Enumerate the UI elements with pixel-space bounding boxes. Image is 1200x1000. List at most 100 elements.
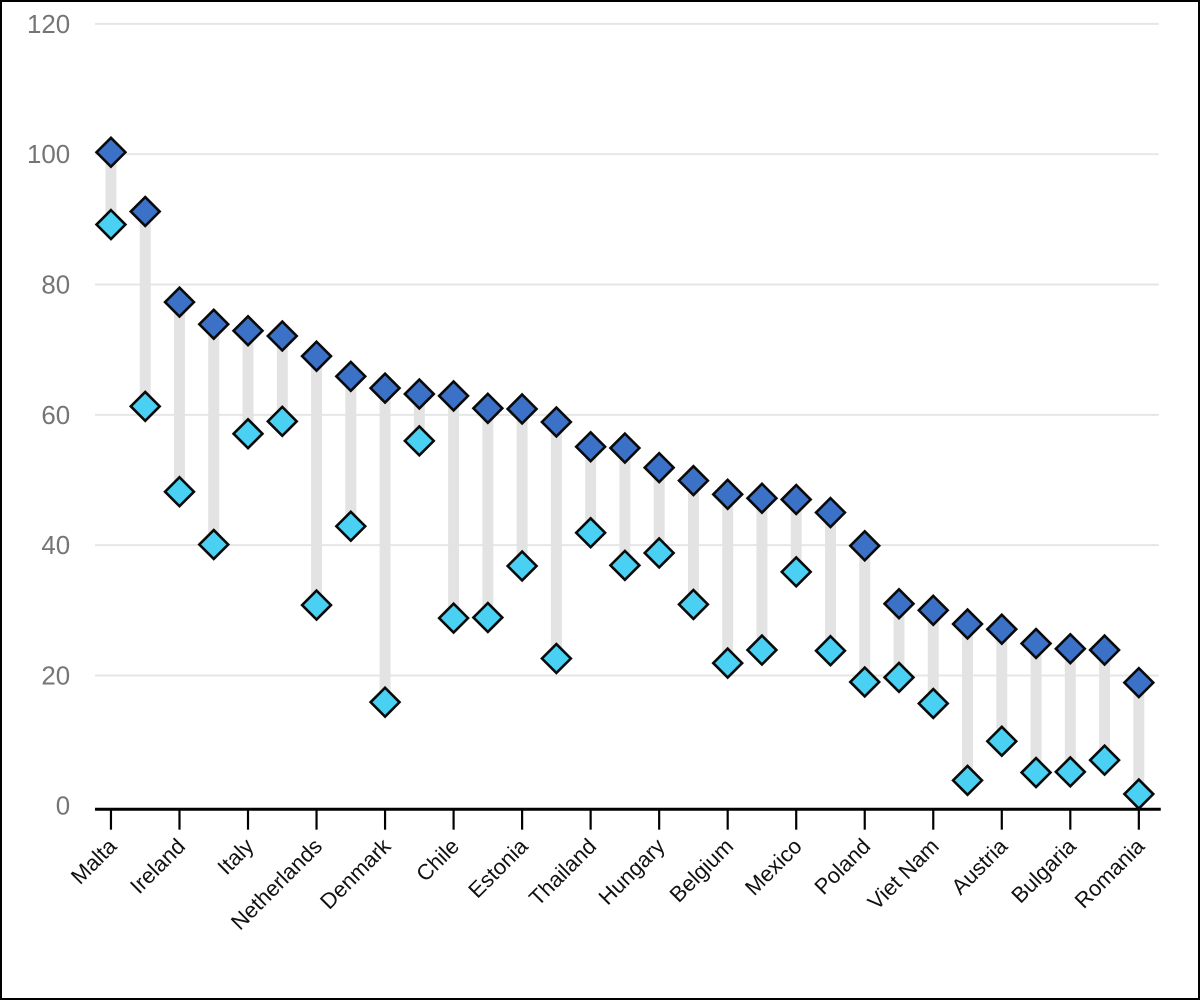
high-marker — [779, 483, 813, 516]
connector-bar — [242, 330, 254, 434]
connector-bar — [893, 603, 905, 678]
connector-bar — [174, 302, 185, 492]
connector-bar — [379, 388, 391, 703]
low-marker — [574, 516, 607, 550]
low-marker — [94, 208, 128, 241]
x-tick-label: Denmark — [315, 833, 396, 914]
connector-bar — [756, 498, 768, 651]
high-marker — [540, 405, 573, 439]
y-tick-label: 20 — [41, 662, 70, 690]
connector-bar — [311, 356, 323, 606]
x-tick-label: Italy — [212, 833, 258, 879]
x-tick-label: Viet Nam — [863, 833, 944, 914]
low-marker — [1122, 777, 1156, 811]
low-marker — [951, 764, 984, 797]
connector-bar — [790, 499, 802, 572]
low-marker — [505, 549, 539, 583]
high-marker — [334, 360, 368, 393]
connector-bar — [482, 408, 494, 618]
low-marker — [848, 665, 882, 699]
high-marker — [505, 392, 539, 426]
connector-bar — [550, 421, 562, 659]
high-marker — [197, 307, 231, 341]
high-marker — [711, 478, 744, 511]
x-tick-label: Malta — [66, 833, 122, 889]
low-marker — [300, 588, 333, 622]
connector-bar — [962, 623, 974, 781]
high-marker — [608, 431, 642, 465]
y-tick-label: 0 — [56, 793, 70, 821]
high-marker — [642, 451, 676, 484]
connector-bar — [585, 446, 597, 533]
connector-bar — [619, 448, 631, 566]
connector-bar — [276, 335, 288, 422]
low-marker — [540, 642, 573, 675]
low-marker — [334, 509, 368, 543]
high-marker — [94, 135, 128, 169]
x-tick-label: Estonia — [463, 833, 533, 903]
low-marker — [197, 528, 231, 561]
connector-bar — [1064, 648, 1076, 772]
connector-bar — [927, 610, 939, 704]
x-tick-label: Poland — [809, 833, 875, 899]
connector-bar — [722, 494, 734, 664]
connector-bar — [413, 393, 425, 441]
low-marker — [745, 633, 779, 667]
low-marker — [916, 687, 950, 720]
low-marker — [642, 536, 676, 570]
low-marker — [1088, 743, 1121, 777]
low-marker — [985, 724, 1019, 758]
low-marker — [163, 475, 196, 508]
high-marker — [1088, 633, 1121, 667]
y-tick-label: 60 — [41, 402, 70, 430]
connector-bar — [824, 512, 836, 651]
x-tick-label: Romania — [1070, 833, 1150, 913]
low-marker — [1019, 756, 1053, 789]
low-marker — [1054, 755, 1087, 789]
x-tick-label: Austria — [946, 833, 1012, 899]
x-tick-label: Hungary — [593, 833, 669, 909]
high-marker — [951, 607, 984, 641]
connector-bar — [653, 467, 665, 553]
connector-bar — [996, 629, 1008, 742]
x-tick-label: Thailand — [524, 833, 601, 910]
x-tick-label: Ireland — [125, 833, 190, 898]
x-tick-label: Chile — [411, 833, 464, 886]
high-marker — [1054, 632, 1087, 666]
y-tick-label: 100 — [27, 141, 70, 169]
x-tick-label: Mexico — [740, 833, 807, 900]
low-marker — [128, 390, 162, 423]
high-marker — [163, 285, 196, 319]
high-marker — [814, 496, 847, 529]
high-marker — [1019, 627, 1053, 660]
high-marker — [231, 314, 265, 348]
connector-bar — [687, 480, 699, 605]
high-marker — [677, 464, 710, 497]
low-marker — [471, 601, 505, 634]
low-marker — [677, 588, 710, 621]
connector-bar — [105, 152, 117, 225]
x-tick-label: Belgium — [665, 833, 739, 907]
y-tick-label: 80 — [41, 271, 70, 299]
connector-bar — [448, 395, 460, 619]
high-marker — [1122, 666, 1156, 699]
high-marker — [916, 594, 950, 627]
connector-bar — [345, 376, 357, 527]
high-marker — [471, 392, 505, 425]
connector-bar — [859, 545, 871, 682]
high-marker — [128, 195, 162, 228]
y-tick-label: 40 — [41, 532, 70, 560]
y-tick-label: 120 — [27, 11, 70, 39]
high-marker — [403, 377, 436, 411]
high-marker — [437, 379, 470, 413]
high-marker — [985, 612, 1019, 646]
high-marker — [368, 371, 402, 405]
connector-bar — [516, 408, 528, 566]
low-marker — [882, 661, 916, 694]
high-marker — [745, 481, 779, 515]
connector-bar — [139, 211, 151, 407]
high-marker — [300, 339, 333, 373]
low-marker — [608, 549, 642, 582]
